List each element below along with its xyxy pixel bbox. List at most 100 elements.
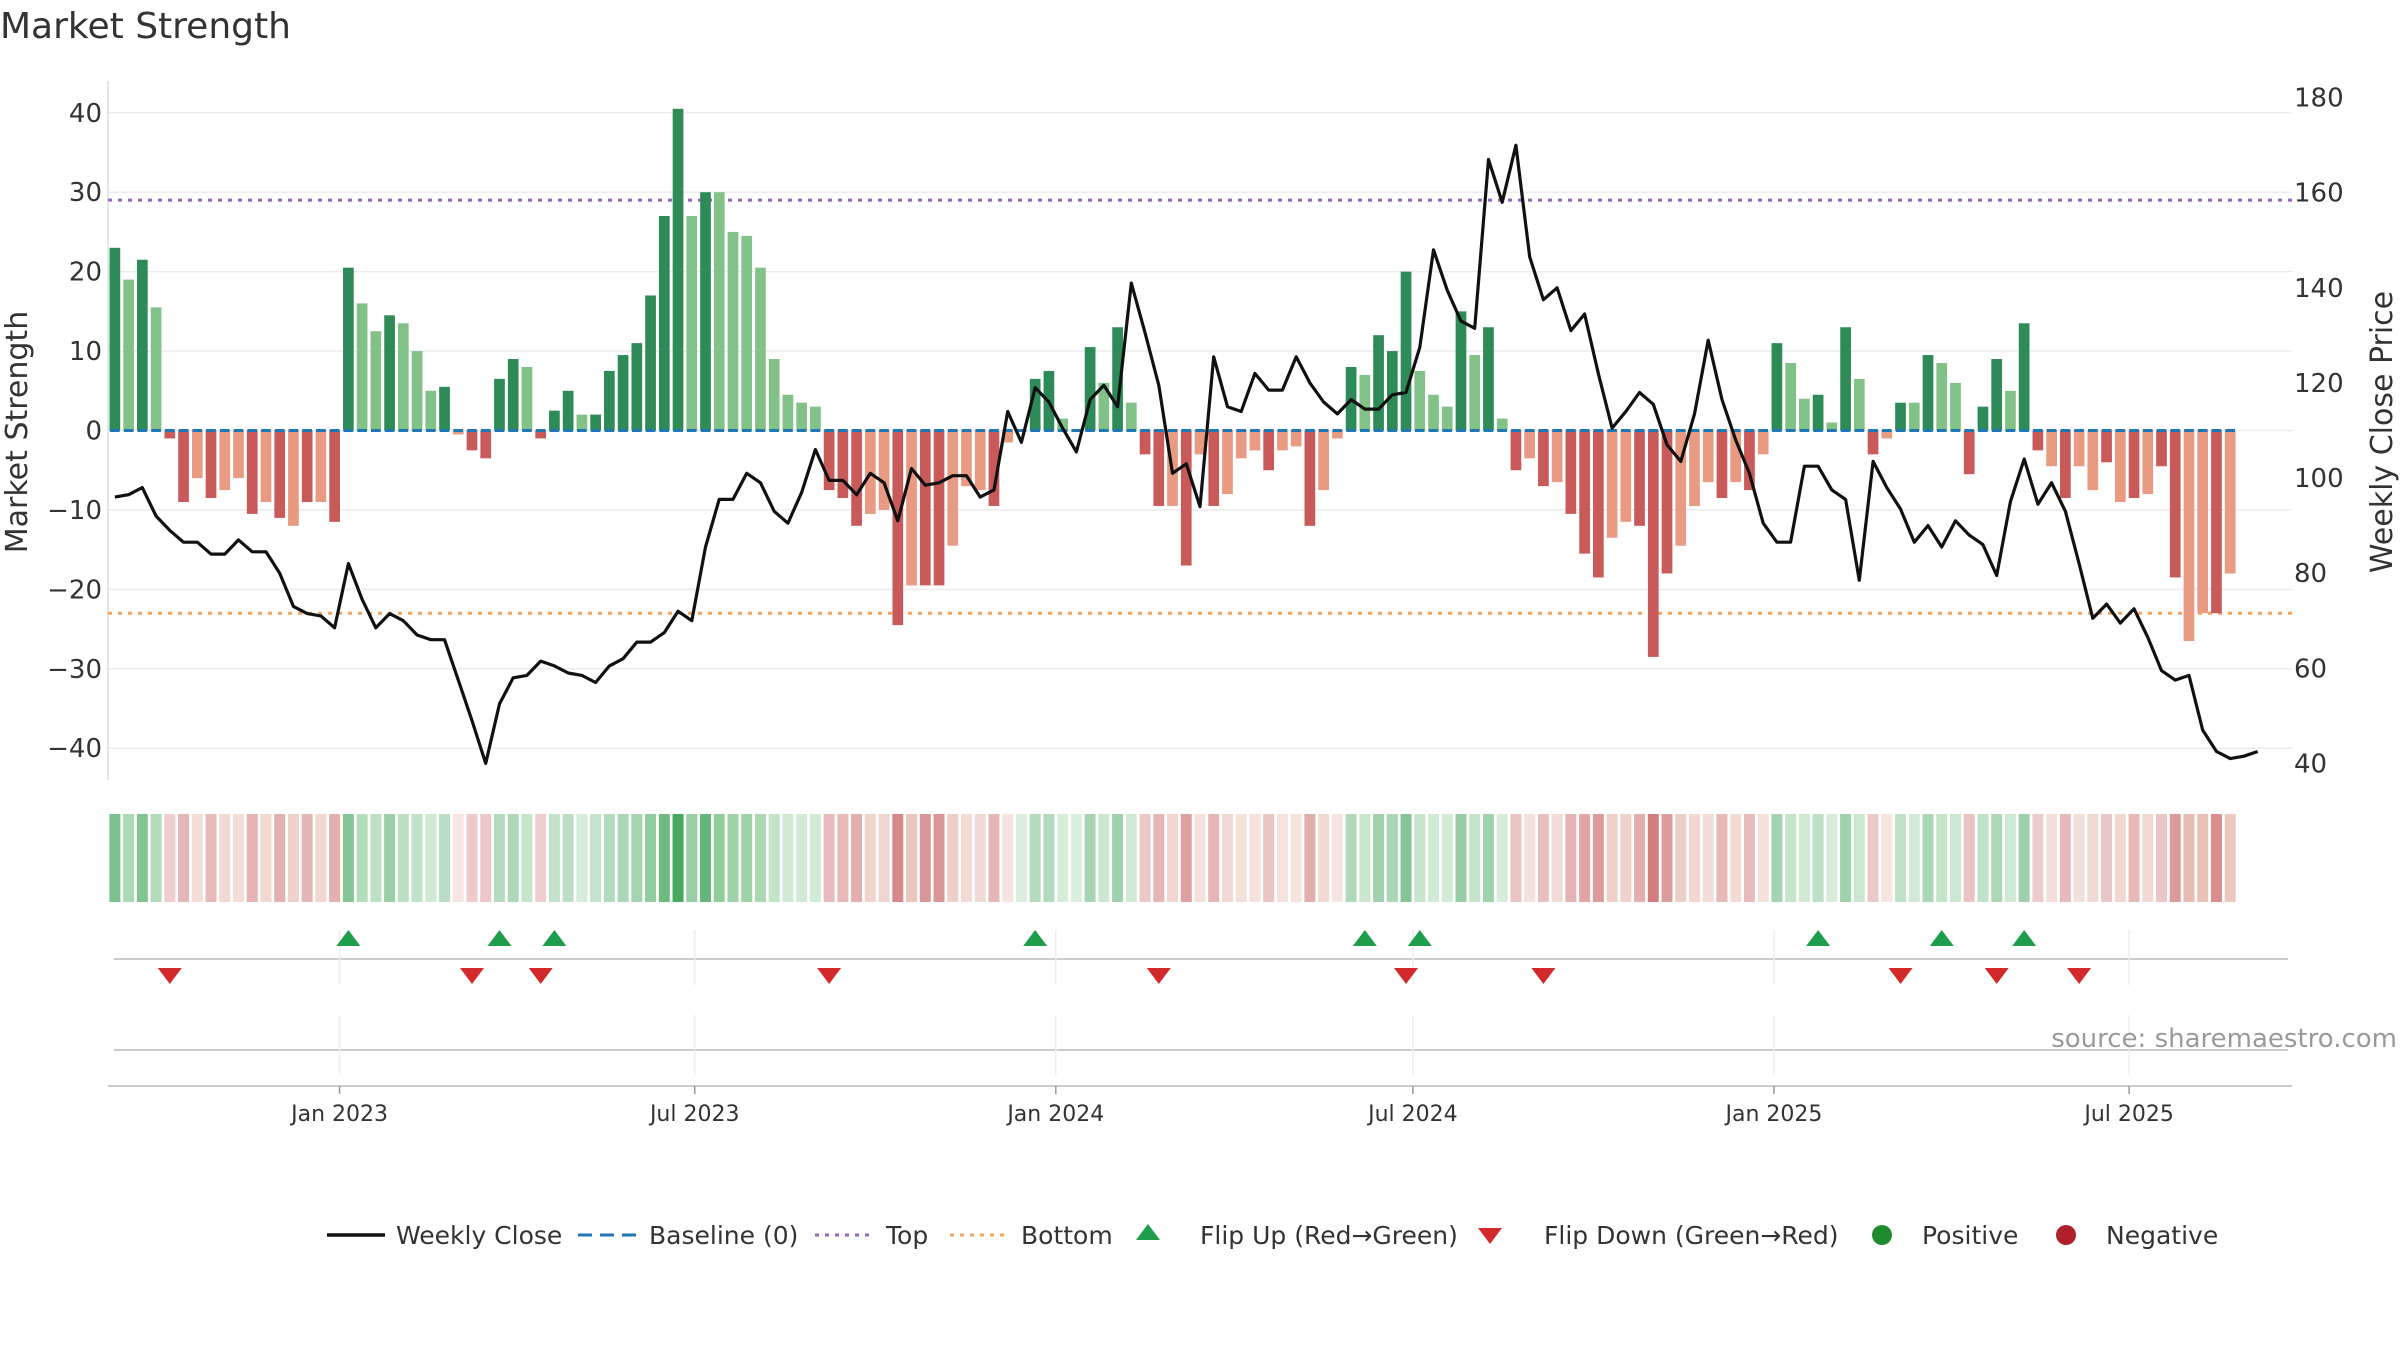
legend-flip-down-swatch xyxy=(1478,1228,1502,1244)
strength-cell xyxy=(1840,814,1852,902)
strength-bar xyxy=(1469,355,1481,431)
right-tick-label: 100 xyxy=(2294,464,2344,494)
strength-cell xyxy=(1139,814,1151,902)
strength-cell xyxy=(1579,814,1591,902)
strength-bar xyxy=(1675,430,1687,546)
flip-down-marker xyxy=(1984,968,2009,984)
strength-cell xyxy=(274,814,286,902)
strength-bar xyxy=(823,430,835,491)
strength-cell xyxy=(1125,814,1137,902)
strength-bar xyxy=(549,410,560,431)
strength-bar xyxy=(1785,362,1796,431)
strength-bar xyxy=(1455,311,1467,431)
strength-cell xyxy=(370,814,382,902)
strength-cell xyxy=(851,814,863,902)
strength-cell xyxy=(1015,814,1027,902)
strength-cell xyxy=(150,814,162,902)
strength-cell xyxy=(1455,814,1467,902)
strength-bar xyxy=(494,378,505,431)
strength-cell xyxy=(301,814,313,902)
strength-bar xyxy=(1592,430,1604,578)
strength-cell xyxy=(1290,814,1302,902)
flip-up-marker xyxy=(1023,930,1048,946)
strength-bar xyxy=(672,108,684,431)
strength-cell xyxy=(1634,814,1646,902)
flip-up-marker xyxy=(1929,930,1954,946)
strength-cell xyxy=(2183,814,2195,902)
flip-down-marker xyxy=(1531,968,1556,984)
legend-flip-up-label: Flip Up (Red→Green) xyxy=(1200,1221,1458,1250)
strength-cell xyxy=(1510,814,1522,902)
strength-cell xyxy=(878,814,890,902)
strength-bar xyxy=(1332,430,1343,439)
strength-bar xyxy=(329,430,340,522)
strength-bar xyxy=(2032,430,2044,451)
legend-flip-down-label: Flip Down (Green→Red) xyxy=(1544,1221,1839,1250)
strength-bar xyxy=(150,307,162,431)
legend-negative-label: Negative xyxy=(2106,1221,2218,1250)
strength-cell xyxy=(1771,814,1783,902)
x-tick-label: Jan 2025 xyxy=(1724,1102,1823,1127)
flip-up-marker xyxy=(336,930,361,946)
right-axis-ticks: 180 160 140 120 100 80 60 40 xyxy=(2294,84,2344,780)
strength-bar xyxy=(1634,430,1645,526)
strength-cell xyxy=(576,814,588,902)
strength-bar xyxy=(1538,430,1549,487)
strength-cell xyxy=(1263,814,1275,902)
strength-bar xyxy=(1799,398,1810,431)
strength-cell xyxy=(837,814,849,902)
strength-cell xyxy=(782,814,794,902)
strength-cell xyxy=(809,814,821,902)
strength-cell xyxy=(1936,814,1948,902)
strength-bar xyxy=(1812,394,1824,431)
strength-cell xyxy=(1331,814,1343,902)
strength-cell xyxy=(356,814,368,902)
strength-bar xyxy=(1496,418,1508,431)
strength-bar xyxy=(1125,402,1137,431)
strength-bar xyxy=(1180,430,1192,566)
strength-bar xyxy=(1483,327,1494,431)
strength-cell xyxy=(136,814,148,902)
flip-up-marker xyxy=(1352,930,1377,946)
x-tick-label: Jan 2024 xyxy=(1005,1102,1104,1127)
strength-bar xyxy=(878,430,890,510)
strength-bar xyxy=(191,430,203,479)
strength-cell xyxy=(1895,814,1907,902)
strength-bar xyxy=(2211,430,2222,614)
strength-cell xyxy=(260,814,272,902)
strength-cell xyxy=(1276,814,1288,902)
strength-cell xyxy=(480,814,492,902)
x-tick-label: Jul 2024 xyxy=(1366,1102,1458,1127)
strength-bar xyxy=(1771,343,1783,431)
strength-bar xyxy=(233,430,244,479)
strength-bar xyxy=(411,351,423,431)
strength-bar xyxy=(1386,351,1398,431)
strength-cell xyxy=(287,814,299,902)
strength-bar xyxy=(617,355,629,431)
strength-bar xyxy=(919,430,931,586)
strength-bar xyxy=(2060,430,2071,499)
strength-cell xyxy=(1592,814,1604,902)
strength-cell xyxy=(933,814,945,902)
legend-positive-swatch xyxy=(1872,1225,1892,1245)
strength-cell xyxy=(1977,814,1989,902)
flip-down-marker xyxy=(1888,968,1913,984)
strength-bar xyxy=(1744,430,1755,491)
strength-bar xyxy=(1263,430,1275,471)
strength-bar xyxy=(1840,327,1851,431)
strength-bar xyxy=(1222,430,1233,495)
strength-cell xyxy=(2059,814,2071,902)
strength-cell xyxy=(1428,814,1440,902)
strength-cell xyxy=(1249,814,1261,902)
strength-bar xyxy=(1565,430,1577,514)
strength-bar xyxy=(645,295,656,431)
strength-cell xyxy=(754,814,766,902)
strength-cell xyxy=(645,814,657,902)
flip-down-marker xyxy=(528,968,553,984)
strength-cell xyxy=(1167,814,1179,902)
strength-bar xyxy=(1373,335,1384,431)
chart-title: Market Strength xyxy=(0,6,291,47)
strength-cell xyxy=(1606,814,1618,902)
strength-bar xyxy=(947,430,959,546)
